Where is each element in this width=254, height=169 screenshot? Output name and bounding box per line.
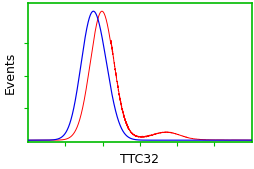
- Y-axis label: Events: Events: [4, 52, 17, 94]
- X-axis label: TTC32: TTC32: [120, 153, 159, 165]
